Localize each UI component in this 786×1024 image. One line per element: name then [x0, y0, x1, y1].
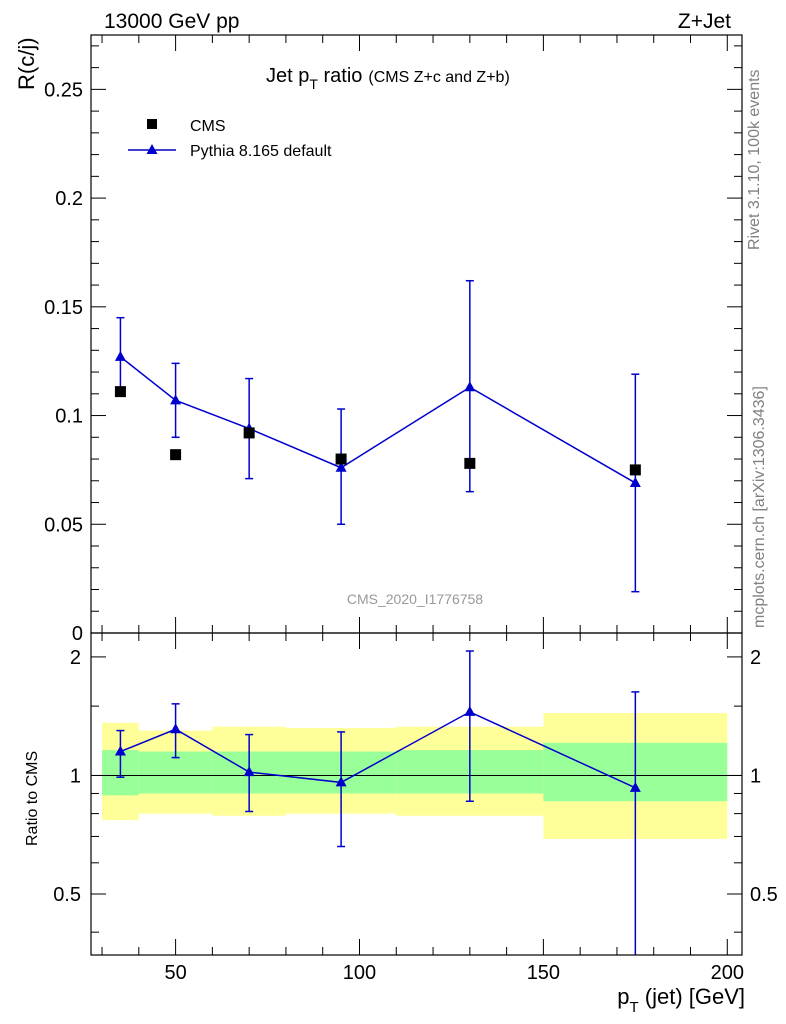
x-tick-label: 150: [527, 962, 560, 984]
x-tick-label: 50: [164, 962, 186, 984]
xlabel-main: p: [617, 984, 629, 1009]
ratio-frame: [90, 632, 743, 956]
watermark: CMS_2020_I1776758: [347, 591, 483, 607]
cms-marker: [335, 453, 347, 465]
band-inner: [138, 751, 213, 794]
xlabel-subscript: T: [629, 999, 638, 1016]
main-ytick-label: 0.2: [55, 188, 83, 210]
ratio-panel: 0.5 0.5 1 1 2 2 50 100 150 200 Ratio to CMS pT (…: [24, 632, 778, 1016]
ratio-ytick-label-right: 1: [750, 765, 761, 787]
ratio-marker: [335, 776, 347, 787]
legend-label-cms: CMS: [190, 118, 226, 135]
legend-marker-mc: [146, 144, 158, 154]
mc-series-line: [119, 356, 636, 484]
ratio-ytick-label-left: 2: [70, 647, 81, 669]
ratio-ytick-label-right: 2: [750, 647, 761, 669]
x-tick-label: 200: [711, 962, 744, 984]
title-small: (CMS Z+c and Z+b): [368, 69, 509, 86]
cms-marker: [629, 464, 641, 476]
rivet-label: Rivet 3.1.10, 100k events: [746, 69, 763, 250]
x-axis-label: pT (jet) [GeV]: [617, 984, 745, 1016]
ratio-series-line: [120, 711, 636, 789]
main-ytick-label: 0.15: [44, 297, 83, 319]
main-ytick-label: 0.1: [55, 406, 83, 428]
xlabel-rest: (jet) [GeV]: [639, 984, 745, 1009]
cms-marker: [114, 386, 126, 398]
main-frame: [90, 34, 743, 634]
mc-marker: [335, 461, 347, 472]
legend: CMS Pythia 8.165 default: [128, 118, 332, 160]
source-label: mcplots.cern.ch [arXiv:1306.3436]: [751, 386, 768, 628]
energy-label: 13000 GeV pp: [104, 10, 239, 33]
title-subscript: T: [309, 76, 318, 92]
mc-marker: [114, 350, 126, 361]
main-panel: 0 0.05 0.1 0.15 0.2 0.25 R(c/j) Jet pT ratio (…: [14, 34, 743, 645]
ratio-marker: [114, 745, 126, 756]
cms-marker: [170, 449, 182, 461]
title-rest: ratio: [318, 65, 362, 87]
ratio-ytick-label-left: 0.5: [53, 884, 81, 906]
mc-marker: [464, 381, 476, 392]
main-ylabel: R(c/j): [14, 37, 39, 90]
cms-marker: [243, 427, 255, 439]
ratio-marker: [170, 723, 182, 734]
legend-marker-cms: [147, 119, 157, 129]
legend-label-mc: Pythia 8.165 default: [190, 143, 332, 160]
main-title: Jet pT ratio (CMS Z+c and Z+b): [266, 65, 510, 92]
main-ytick-label: 0: [72, 623, 83, 645]
ratio-ylabel: Ratio to CMS: [24, 751, 41, 846]
ratio-marker: [629, 781, 641, 792]
main-ytick-label: 0.25: [44, 79, 83, 101]
main-ytick-label: 0.05: [44, 514, 83, 536]
ratio-marker: [243, 766, 255, 777]
title-main: Jet p: [266, 65, 309, 87]
mc-marker: [170, 394, 182, 405]
x-tick-label: 100: [343, 962, 376, 984]
process-label: Z+Jet: [678, 10, 731, 33]
ratio-ytick-label-right: 0.5: [750, 884, 778, 906]
mc-marker: [629, 476, 641, 487]
ratio-ytick-label-left: 1: [70, 765, 81, 787]
cms-marker: [464, 457, 476, 469]
ratio-marker: [464, 705, 476, 716]
